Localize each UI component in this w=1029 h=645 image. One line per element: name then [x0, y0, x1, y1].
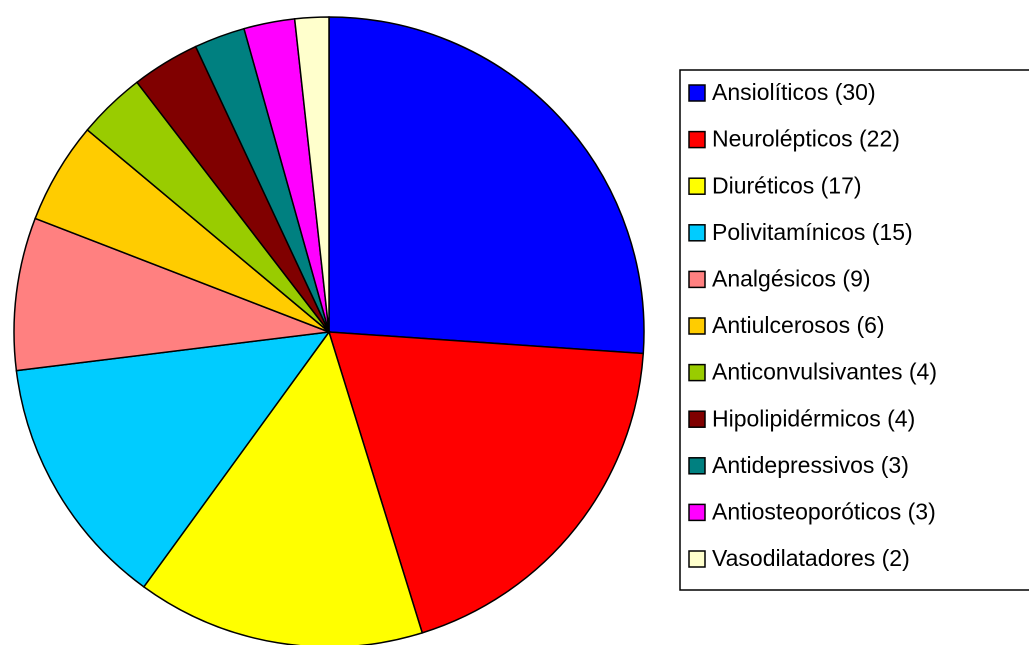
- legend-swatch: [688, 84, 706, 102]
- legend-label: Anticonvulsivantes (4): [712, 359, 937, 385]
- legend-swatch: [688, 270, 706, 289]
- pie-slice: [142, 330, 424, 645]
- legend-swatch: [688, 224, 706, 242]
- legend-swatch: [688, 410, 706, 428]
- legend-label: Antiosteoporóticos (3): [712, 498, 936, 524]
- legend-swatch: [688, 130, 706, 149]
- legend-swatch: [688, 457, 706, 475]
- pie-slice: [15, 331, 331, 588]
- legend-label: Antiulcerosos (6): [712, 312, 885, 338]
- legend-label: Vasodilatadores (2): [712, 545, 910, 571]
- pie-slice: [13, 217, 330, 372]
- legend-label: Hipolipidérmicos (4): [712, 405, 915, 431]
- legend-swatch: [688, 550, 706, 568]
- legend-swatch: [688, 503, 706, 522]
- legend-box: [679, 69, 1029, 591]
- legend-label: Analgésicos (9): [712, 265, 871, 291]
- legend-swatch: [688, 317, 706, 335]
- legend-label: Ansiolíticos (30): [712, 79, 876, 105]
- pie-slice: [327, 331, 645, 634]
- legend-swatch: [688, 177, 706, 195]
- legend-label: Diuréticos (17): [712, 172, 862, 198]
- legend-label: Neurolépticos (22): [712, 126, 900, 152]
- legend-label: Antidepressivos (3): [712, 452, 909, 478]
- pie-slice: [328, 16, 645, 355]
- legend-swatch: [688, 363, 706, 382]
- legend-label: Polivitamínicos (15): [712, 219, 913, 245]
- pie-slice: [293, 16, 330, 333]
